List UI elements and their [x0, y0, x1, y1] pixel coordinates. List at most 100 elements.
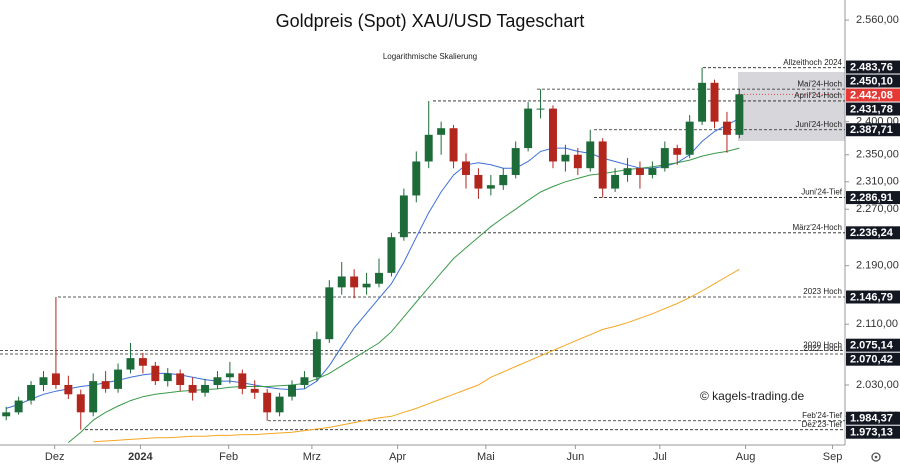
y-tick-label: 2.190,00 [856, 260, 899, 272]
level-label: 2.450,10 [850, 75, 893, 87]
candle-body [611, 174, 620, 189]
y-tick-label: 2.310,00 [856, 176, 899, 188]
moving-average-line [93, 268, 740, 443]
candle-body [151, 365, 160, 382]
candle-body [101, 381, 110, 389]
candle-body [263, 392, 272, 413]
candle-body [462, 161, 470, 175]
x-tick-label: Apr [389, 451, 406, 463]
candle-body [250, 388, 259, 393]
x-tick-label: Jun [566, 451, 584, 463]
level-label-box [846, 226, 900, 240]
level-name: April'24-Hoch [794, 91, 842, 100]
level-label-box [846, 352, 900, 366]
candle-body [2, 412, 11, 417]
level-name: 2020 Hoch [803, 341, 842, 350]
candle-body [387, 237, 396, 273]
candle-body [623, 168, 632, 175]
candle-body [300, 377, 309, 385]
level-name: Dez'23-Tief [802, 420, 843, 429]
y-tick-label: 2.560,00 [856, 14, 899, 26]
candle-body [561, 154, 570, 162]
candle-body [312, 339, 321, 378]
x-tick-label: Dez [45, 451, 65, 463]
level-name: 2023 Hoch [803, 287, 842, 296]
y-tick-label: 2.270,00 [856, 203, 899, 215]
labels: 2.560,002.400,002.350,002.310,002.270,00… [45, 14, 900, 463]
plot [0, 67, 845, 443]
candle-body [424, 134, 433, 162]
candle-body [176, 373, 185, 385]
y-tick-label: 2.030,00 [856, 379, 899, 391]
level-name: Juni'24-Hoch [796, 120, 842, 129]
chart-subtitle: Logarithmische Skalierung [383, 52, 477, 61]
candle-body [362, 283, 371, 288]
candle-body [486, 185, 495, 189]
level-label-box [846, 88, 900, 102]
level-label: 2.431,78 [850, 103, 893, 115]
candle-body [188, 384, 197, 393]
x-tick-label: Mai [477, 451, 495, 463]
candle-body [14, 400, 23, 413]
level-label-box [846, 60, 900, 74]
candle-body [648, 168, 657, 175]
candle-body [586, 141, 595, 169]
candle-body [449, 128, 458, 162]
settings-icon[interactable] [871, 452, 881, 462]
candle-body [201, 384, 210, 393]
candle-body [710, 82, 719, 122]
candle-body [660, 148, 669, 169]
candle-body [437, 128, 446, 135]
candle-body [89, 381, 98, 413]
level-label-box [846, 74, 900, 88]
candle-body [399, 195, 408, 238]
level-label-box [846, 411, 900, 425]
level-name: Allzeithoch 2024 [783, 58, 842, 67]
level-label-box [846, 102, 900, 116]
level-name: Juni'24-Tief [801, 188, 843, 197]
level-name: Mai'24-Hoch [797, 79, 842, 88]
level-label: 1.984,37 [850, 413, 893, 425]
level-label-box [846, 123, 900, 137]
y-tick-label: 2.110,00 [856, 318, 898, 330]
x-tick-label: Feb [219, 451, 238, 463]
candle-body [499, 174, 508, 186]
candle-body [698, 82, 707, 122]
candle-body [126, 358, 135, 370]
candle-body [511, 148, 520, 175]
candle-body [536, 108, 545, 110]
candle-body [685, 121, 694, 155]
candle-body [673, 148, 682, 155]
level-label: 2.236,24 [850, 227, 894, 239]
candle-body [114, 369, 123, 389]
candle-body [213, 377, 222, 385]
candle-body [474, 174, 483, 189]
level-label: 2.442,08 [850, 89, 893, 101]
candle-body [39, 377, 48, 385]
x-tick-label: Aug [736, 451, 756, 463]
candle-body [225, 373, 234, 378]
level-label-box [846, 191, 900, 205]
level-label: 1.973,13 [850, 427, 893, 439]
level-name: Feb'24-Tief [802, 411, 843, 420]
candle-body [51, 373, 60, 385]
candle-body [76, 394, 85, 413]
candle-body [288, 384, 296, 397]
candle-body [27, 384, 36, 401]
candle-body [163, 373, 172, 382]
level-label-box [846, 338, 900, 352]
y-tick-label: 2.350,00 [856, 149, 899, 161]
level-label: 2.146,79 [850, 291, 893, 303]
candle-body [635, 168, 644, 175]
candle-body [138, 358, 147, 366]
level-label-box [846, 425, 900, 439]
x-tick-label: Jul [653, 451, 667, 463]
candle-body [238, 373, 247, 389]
candle-body [375, 272, 383, 284]
level-label: 2.387,71 [850, 124, 893, 136]
candle-body [275, 396, 284, 413]
candle-body [722, 121, 731, 135]
candle-body [735, 94, 744, 135]
x-tick-label: 2024 [128, 451, 153, 463]
